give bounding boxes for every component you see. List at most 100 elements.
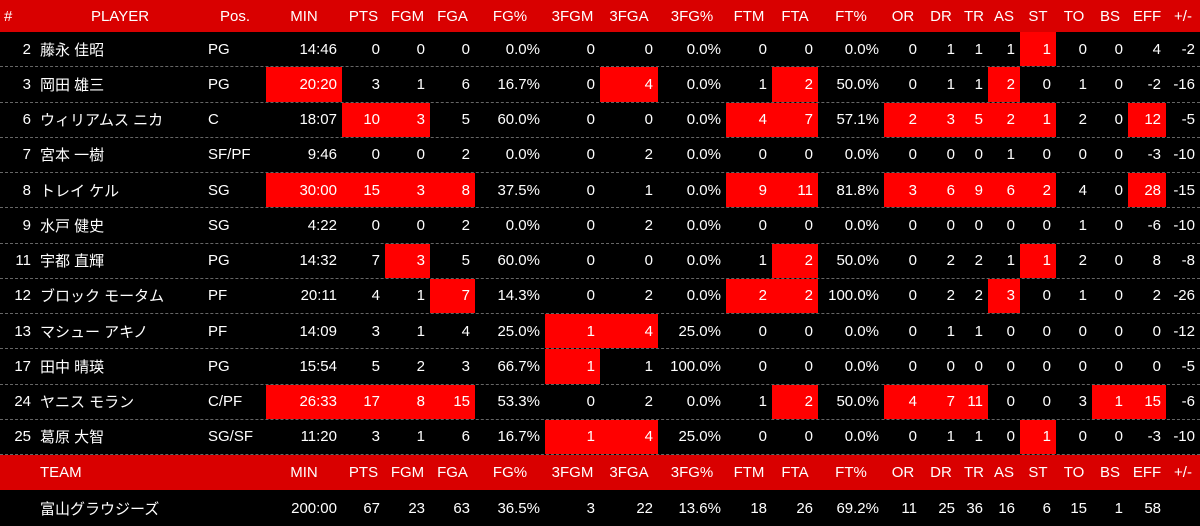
stat-cell: 0 — [1114, 75, 1123, 93]
team-header-row: TEAM MIN PTS FGM FGA FG% 3FGM 3FGA 3FG% FTM FTA FT%… — [0, 455, 1200, 490]
player-row: 13 マシュー アキノ PF 14:09 3 1 4 25.0% 1 4 25.0% 0 0 0.0% 0 1… — [0, 314, 1200, 350]
stat-cell: 1 — [1078, 216, 1087, 234]
stat-cell: 2 — [772, 243, 818, 278]
stat-cell: 18:07 — [299, 111, 337, 129]
stat-cell: 0 — [1114, 252, 1123, 270]
stat-cell: 0 — [1078, 322, 1087, 340]
column-header: DR — [930, 464, 952, 481]
stat-cell: 16.7% — [497, 428, 540, 446]
stat-cell: 36 — [966, 499, 983, 517]
stat-cell: 3 — [461, 357, 470, 375]
stat-cell: 14:09 — [299, 322, 337, 340]
stat-cell: 0 — [804, 40, 813, 58]
stat-cell: 1 — [1078, 287, 1087, 305]
stat-cell: -10 — [1173, 146, 1195, 164]
stat-cell: 1 — [1092, 384, 1128, 419]
stat-cell: 100.0% — [828, 287, 879, 305]
stat-cell: 2 — [461, 216, 470, 234]
stat-cell: 0.0% — [505, 40, 540, 58]
column-header: ST — [1028, 464, 1048, 481]
stat-cell: 0.0% — [686, 40, 721, 58]
stat-cell: -26 — [1173, 287, 1195, 305]
stat-cell: 0 — [586, 111, 595, 129]
stat-cell: 0 — [974, 357, 983, 375]
stat-cell: 30:00 — [266, 173, 342, 208]
column-header: Pos. — [219, 7, 250, 25]
stat-cell: 2 — [988, 102, 1020, 137]
stat-cell: 9 — [726, 173, 772, 208]
stat-cell: SF/PF — [208, 146, 251, 164]
stat-cell: 1 — [758, 393, 767, 411]
stat-cell: 0 — [1114, 287, 1123, 305]
column-header: FGA — [437, 464, 468, 481]
stat-cell: -8 — [1181, 252, 1195, 270]
stat-cell: PG — [208, 75, 230, 93]
stat-cell: 3 — [22, 75, 31, 93]
stat-cell: 0 — [1114, 322, 1123, 340]
stat-cell: 0 — [1042, 287, 1051, 305]
stat-cell: 0 — [974, 146, 983, 164]
stat-cell: 37.5% — [497, 181, 540, 199]
column-header: DR — [930, 7, 952, 25]
column-header: PLAYER — [90, 7, 150, 25]
stat-cell: 0 — [908, 322, 917, 340]
stat-cell: 100.0% — [670, 357, 721, 375]
stat-cell: 12 — [1128, 102, 1166, 137]
stat-cell: 3 — [1078, 393, 1087, 411]
stat-cell: -15 — [1173, 181, 1195, 199]
stat-cell: 50.0% — [836, 393, 879, 411]
stat-cell: 2 — [1078, 111, 1087, 129]
stat-cell: 4 — [1078, 181, 1087, 199]
stat-cell: 0 — [644, 252, 653, 270]
column-header: PTS — [348, 464, 379, 481]
stat-cell: 0.0% — [844, 322, 879, 340]
stat-cell: 14:46 — [299, 40, 337, 58]
stat-cell: C/PF — [208, 393, 243, 411]
stat-cell: 3 — [371, 322, 380, 340]
stat-cell: 4 — [600, 314, 658, 349]
stat-cell: 1 — [416, 322, 425, 340]
stat-cell: 2 — [974, 287, 983, 305]
stat-cell: 2 — [644, 393, 653, 411]
stat-cell: 3 — [922, 102, 960, 137]
stat-cell: 0 — [908, 357, 917, 375]
stat-cell: 2 — [946, 287, 955, 305]
stat-cell: 0.0% — [844, 216, 879, 234]
stat-cell: 1 — [1078, 75, 1087, 93]
stat-cell: PG — [208, 357, 230, 375]
player-name: 田中 晴瑛 — [40, 358, 105, 376]
stat-cell: 3 — [385, 102, 430, 137]
stat-cell: 0 — [804, 216, 813, 234]
player-name: ヤニス モラン — [40, 394, 135, 412]
stat-cell: -5 — [1181, 111, 1195, 129]
stat-cell: 0 — [1042, 393, 1051, 411]
stat-cell: 6 — [1042, 499, 1051, 517]
stat-cell: 0 — [1152, 322, 1161, 340]
player-row: 25 葛原 大智 SG/SF 11:20 3 1 6 16.7% 1 4 25.0% 0 0 0.0% 0 1… — [0, 419, 1200, 455]
stat-cell: -12 — [1173, 322, 1195, 340]
player-row: 9 水戸 健史 SG 4:22 0 0 2 0.0% 0 2 0.0% 0 0 0.0% 0 0 0 0 0 1 0 -6… — [0, 208, 1200, 244]
stat-cell: 0 — [586, 146, 595, 164]
stat-cell: SG/SF — [208, 428, 254, 446]
stat-cell: 15:54 — [299, 357, 337, 375]
stat-cell: 0.0% — [505, 216, 540, 234]
stat-cell: 1 — [946, 75, 955, 93]
stat-cell: 0 — [416, 216, 425, 234]
stat-cell: 1 — [545, 314, 600, 349]
stat-cell: 0 — [1114, 40, 1123, 58]
stat-cell: 0 — [758, 428, 767, 446]
column-header: MIN — [290, 7, 318, 25]
stat-cell: 0 — [586, 252, 595, 270]
stat-cell: 0 — [908, 428, 917, 446]
stat-cell: 0.0% — [505, 146, 540, 164]
stat-cell: 0 — [1042, 146, 1051, 164]
stat-cell: 0 — [758, 216, 767, 234]
stat-cell: 58 — [1144, 499, 1161, 517]
stat-cell: 1 — [974, 75, 983, 93]
stat-cell: 20:20 — [266, 67, 342, 102]
stat-cell: 63 — [453, 499, 470, 517]
stat-cell: 1 — [416, 428, 425, 446]
player-row: 24 ヤニス モラン C/PF 26:33 17 8 15 53.3% 0 2 0.0% 1 2 50.0… — [0, 384, 1200, 420]
stat-cell: 0 — [758, 146, 767, 164]
stat-cell: 0 — [586, 287, 595, 305]
